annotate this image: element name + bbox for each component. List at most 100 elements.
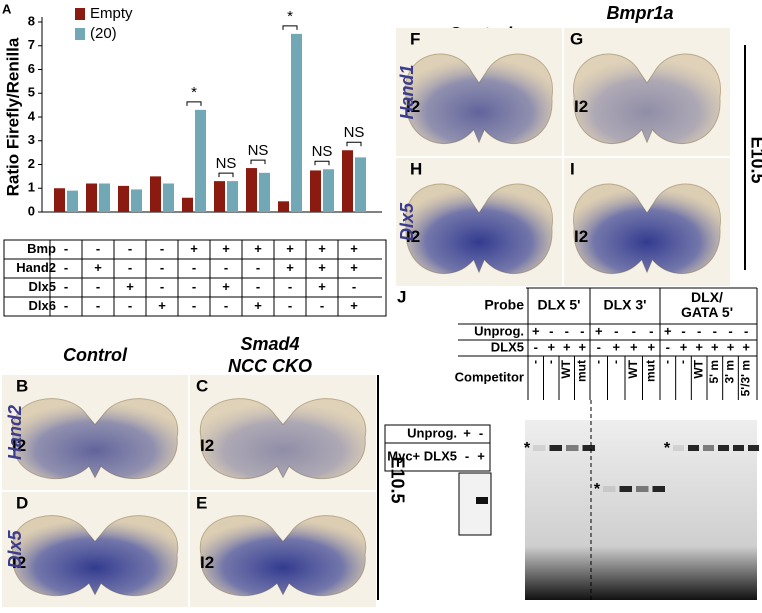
bar [67,190,78,212]
probe-name: DLX 3' [603,297,646,313]
lane-cell: + [463,425,471,440]
table-cell: - [64,260,68,275]
row-label: Unprog. [474,323,524,338]
table-cell: - [96,298,100,313]
gel-band [636,486,649,492]
stain [405,54,553,144]
lane-cell: - [728,323,732,338]
table-cell: - [192,279,196,294]
significance-label: NS [312,143,333,160]
panel-letter: E [196,493,207,512]
significance-bracket [282,25,298,30]
table-cell: + [222,241,230,256]
region-label: I2 [12,553,26,572]
bar [150,176,161,212]
table-cell: + [318,260,326,275]
table-cell: - [288,298,292,313]
lane-cell: WT [626,359,640,378]
lane-cell: + [664,323,672,338]
lane-cell: - [676,360,690,364]
table-cell: - [192,298,196,313]
tissue-section [11,398,179,480]
panel-letter: G [570,29,583,48]
lane-cell: - [565,323,569,338]
lane-cell: + [742,339,750,354]
legend-label: (20) [90,25,117,42]
band-mark: * [524,440,531,457]
panel-letter: J [397,287,406,306]
lane-cell: - [465,448,469,463]
tissue-section [573,183,721,275]
region-label: I2 [406,97,420,116]
stain [573,184,721,274]
row-label: Myc+ DLX5 [387,448,457,463]
stain [573,54,721,144]
row-label: Unprog. [407,425,457,440]
gel-band [566,445,579,451]
gel-band [688,445,699,451]
blot-band [476,497,488,504]
bar [310,170,321,212]
lane-cell: mut [574,360,588,382]
table-cell: - [224,260,228,275]
bar [163,183,174,212]
significance-label: NS [344,124,365,141]
table-cell: - [128,298,132,313]
region-label: I2 [200,436,214,455]
gel-band [718,445,729,451]
lane-cell: + [727,339,735,354]
y-tick-label: 3 [28,132,35,147]
gel-band [533,445,546,451]
lane-cell: - [744,323,748,338]
row-label: Dlx5 [397,202,417,241]
band-mark: * [594,481,601,498]
y-tick-label: 2 [28,156,35,171]
lane-cell: + [630,339,638,354]
significance-bracket [346,141,362,147]
gel-band [703,445,714,451]
stain [12,515,178,596]
lane-cell: - [528,360,542,364]
y-tick-label: 5 [28,85,35,100]
bar [259,172,270,212]
bar [278,201,289,212]
gel-band [652,486,665,492]
lane-cell: + [680,339,688,354]
lane-cell: - [479,425,483,440]
tissue-section [405,183,553,275]
region-label: I2 [574,227,588,246]
panel-letter: A [2,1,12,16]
lane-cell: 5'/3' m [738,360,752,396]
tissue-section [199,398,367,480]
y-axis-label: Ratio Firefly/Renilla [3,37,22,196]
region-label: I2 [200,553,214,572]
bar [246,168,257,212]
stage-label: E10.5 [387,456,407,503]
bar [86,183,97,212]
table-cell: + [350,241,358,256]
row-label: Bmp [27,241,56,256]
table-cell: + [286,260,294,275]
lane-cell: - [649,323,653,338]
table-cell: - [160,260,164,275]
stain [12,398,178,479]
lane-cell: - [632,323,636,338]
region-label: I2 [574,97,588,116]
lane-cell: + [578,339,586,354]
table-cell: - [160,279,164,294]
row-label: Hand1 [397,64,417,119]
panel-letter: I [570,159,575,178]
bar [54,188,65,212]
lane-cell: WT [691,359,705,378]
panel-letter: H [410,159,422,178]
lane-cell: + [612,339,620,354]
bar [99,183,110,212]
table-cell: - [128,241,132,256]
lane-cell: mut [643,360,657,382]
stage-label: E10.5 [747,136,762,183]
stain [200,515,366,596]
lane-cell: 3' m [723,360,737,384]
y-tick-label: 6 [28,61,35,76]
bar [131,189,142,212]
row-label: Hand2 [16,260,56,275]
